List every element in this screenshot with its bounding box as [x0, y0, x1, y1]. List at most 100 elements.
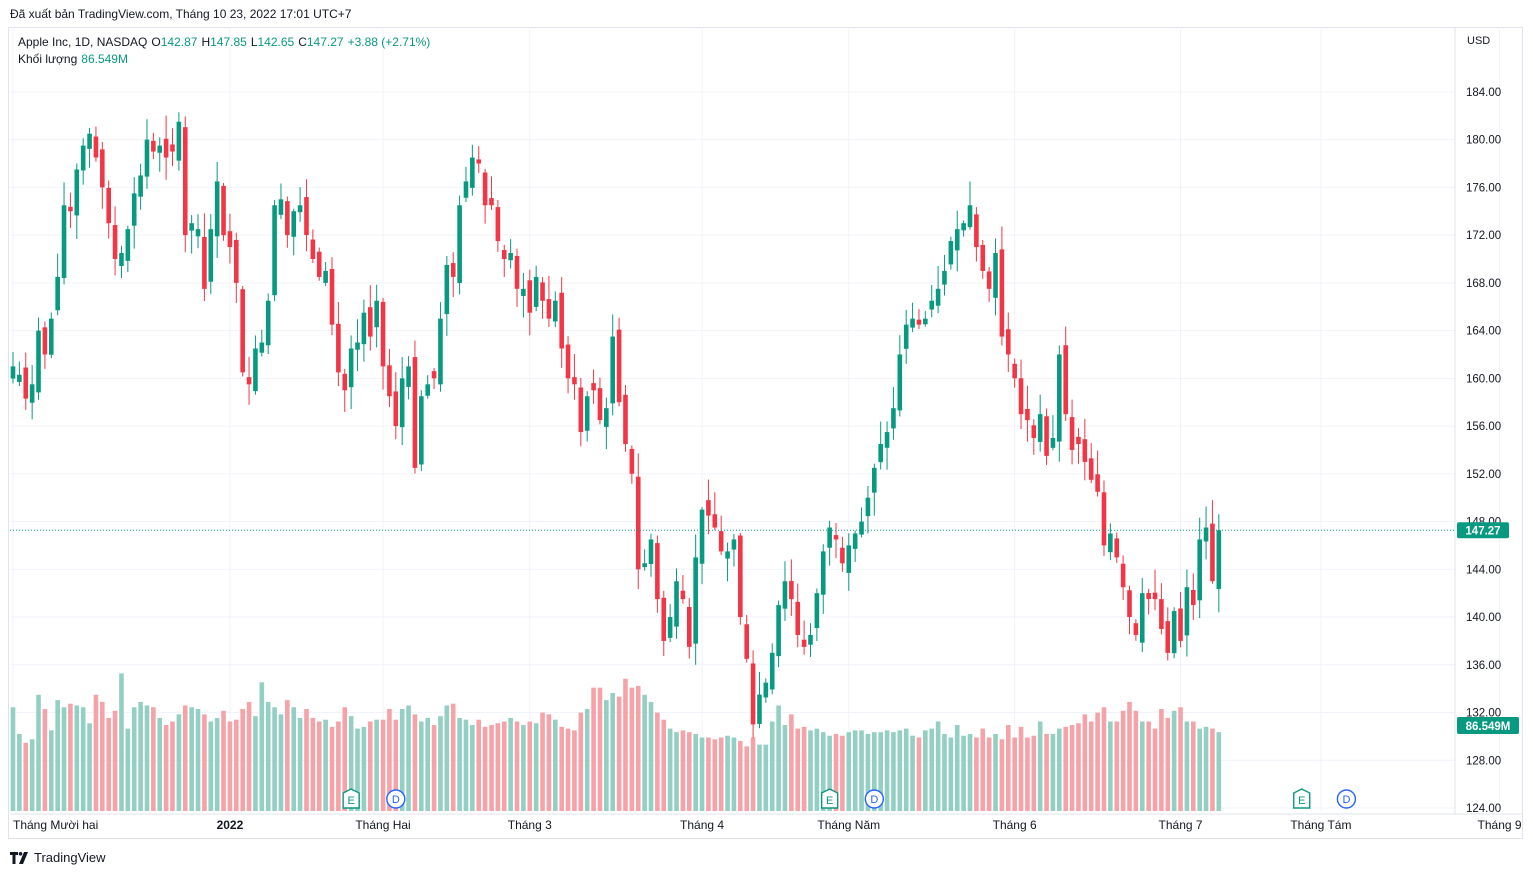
- volume-bar: [980, 728, 986, 811]
- volume-bar: [923, 730, 928, 811]
- volume-bar: [878, 732, 883, 811]
- candle-body: [1197, 539, 1202, 601]
- candle-body: [629, 448, 635, 474]
- earnings-marker-icon[interactable]: E: [820, 788, 839, 809]
- candle-body: [1210, 523, 1215, 582]
- volume-bar: [221, 710, 226, 811]
- volume-bar: [776, 705, 781, 811]
- volume-bar: [61, 707, 67, 811]
- volume-bar: [1108, 721, 1113, 811]
- volume-bar: [431, 725, 437, 811]
- volume-bar: [718, 737, 724, 811]
- last-price-text: 147.27: [1465, 525, 1500, 537]
- volume-bar: [399, 709, 405, 811]
- volume-bar: [272, 707, 277, 811]
- volume-bar: [1005, 725, 1011, 811]
- candle-body: [348, 348, 354, 388]
- candle-body: [1050, 438, 1056, 448]
- volume-bar: [470, 725, 475, 811]
- volume-bar: [463, 719, 469, 811]
- candle-body: [891, 408, 896, 429]
- candle-body: [476, 159, 482, 164]
- candle-body: [457, 205, 462, 284]
- volume-bar: [80, 707, 86, 811]
- earnings-letter: E: [347, 795, 354, 807]
- candle-body: [1178, 608, 1183, 641]
- candle-body: [782, 581, 788, 609]
- candle-body: [131, 193, 137, 226]
- symbol-name: Apple Inc, 1D, NASDAQ: [18, 35, 148, 49]
- volume-bar: [1197, 728, 1202, 811]
- candle-body: [1203, 527, 1209, 542]
- candle-body: [1133, 623, 1139, 635]
- candle-body: [438, 318, 443, 385]
- tradingview-brand[interactable]: TradingView: [10, 850, 106, 865]
- volume-bar: [731, 737, 737, 811]
- candle-body: [399, 378, 405, 428]
- candle-body: [840, 547, 845, 564]
- volume-bar: [846, 732, 852, 811]
- candle-body: [884, 432, 890, 448]
- candle-body: [221, 185, 226, 236]
- candle-body: [1108, 533, 1113, 553]
- candle-body: [872, 467, 877, 493]
- volume-bar: [367, 721, 373, 811]
- volume-bar: [808, 730, 813, 811]
- volume-bar: [897, 730, 903, 811]
- candle-body: [36, 330, 41, 393]
- volume-bar: [578, 712, 584, 811]
- candle-body: [501, 250, 507, 259]
- volume-bar: [310, 717, 316, 811]
- earnings-marker-icon[interactable]: E: [1293, 788, 1311, 809]
- volume-bar: [986, 737, 992, 811]
- candle-body: [948, 241, 954, 265]
- candlesticks: [10, 112, 1222, 739]
- dividend-letter: D: [870, 794, 878, 806]
- y-tick-label: 160.00: [1466, 373, 1501, 385]
- dividend-marker-icon[interactable]: D: [864, 789, 884, 809]
- volume-bar: [316, 721, 322, 811]
- candle-body: [801, 639, 807, 647]
- candle-body: [144, 139, 150, 177]
- candle-body: [1095, 474, 1100, 492]
- candle-body: [470, 157, 475, 188]
- volume-bar: [1184, 721, 1190, 811]
- candle-body: [227, 231, 233, 248]
- candle-body: [425, 384, 430, 396]
- volume-bar: [87, 723, 92, 811]
- dividend-marker-icon[interactable]: D: [386, 789, 406, 809]
- volume-bar: [635, 685, 641, 811]
- volume-bar: [750, 737, 756, 811]
- candle-body: [291, 211, 297, 237]
- volume-bar: [865, 733, 871, 811]
- candle-body: [285, 201, 290, 236]
- y-axis: 124.00128.00132.00136.00140.00144.00148.…: [1466, 87, 1501, 815]
- volume-bar: [17, 733, 22, 811]
- candle-body: [214, 181, 220, 237]
- candle-body: [616, 329, 622, 403]
- candle-body: [859, 521, 864, 535]
- candle-body: [316, 251, 322, 277]
- earnings-marker-icon[interactable]: E: [342, 788, 360, 809]
- volume-bar: [374, 719, 379, 811]
- candle-body: [80, 145, 86, 171]
- candle-body: [903, 324, 909, 349]
- volume-bar: [929, 728, 935, 811]
- candle-body: [42, 327, 48, 355]
- candle-body: [17, 374, 22, 382]
- candle-body: [259, 342, 265, 353]
- candle-body: [195, 229, 201, 237]
- candle-body: [527, 280, 533, 313]
- dividend-marker-icon[interactable]: D: [1336, 789, 1357, 809]
- candle-body: [699, 509, 705, 564]
- volume-bar: [629, 687, 635, 811]
- volume-bar: [935, 721, 941, 811]
- volume-bar: [591, 687, 596, 811]
- volume-legend: Khối lượng 86.549M: [18, 52, 132, 66]
- candle-body: [246, 377, 252, 385]
- volume-bar: [278, 714, 284, 811]
- grid-lines: [10, 27, 1523, 815]
- volume-bar: [393, 719, 399, 811]
- volume-bar: [131, 707, 137, 811]
